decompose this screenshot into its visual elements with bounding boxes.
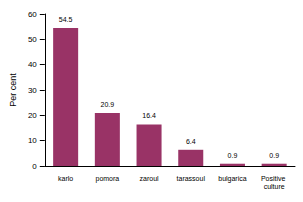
svg-text:zaroul: zaroul xyxy=(140,175,160,182)
svg-text:pomora: pomora xyxy=(95,175,119,183)
svg-text:0.9: 0.9 xyxy=(269,152,279,159)
svg-text:culture: culture xyxy=(264,183,285,190)
svg-text:Per cent: Per cent xyxy=(8,73,18,107)
svg-text:50: 50 xyxy=(28,35,37,44)
svg-text:0.9: 0.9 xyxy=(228,152,238,159)
svg-text:30: 30 xyxy=(28,86,37,95)
svg-text:karlo: karlo xyxy=(58,175,73,182)
svg-text:54.5: 54.5 xyxy=(59,16,73,23)
svg-text:bulgarica: bulgarica xyxy=(218,175,247,183)
svg-text:60: 60 xyxy=(28,10,37,19)
svg-text:20: 20 xyxy=(28,111,37,120)
svg-text:20.9: 20.9 xyxy=(101,101,115,108)
svg-text:tarassoul: tarassoul xyxy=(177,175,206,182)
svg-text:6.4: 6.4 xyxy=(186,138,196,145)
svg-text:40: 40 xyxy=(28,60,37,69)
svg-text:16.4: 16.4 xyxy=(142,112,156,119)
svg-text:10: 10 xyxy=(28,136,37,145)
svg-text:Positive: Positive xyxy=(261,175,287,182)
svg-text:0: 0 xyxy=(32,162,37,171)
